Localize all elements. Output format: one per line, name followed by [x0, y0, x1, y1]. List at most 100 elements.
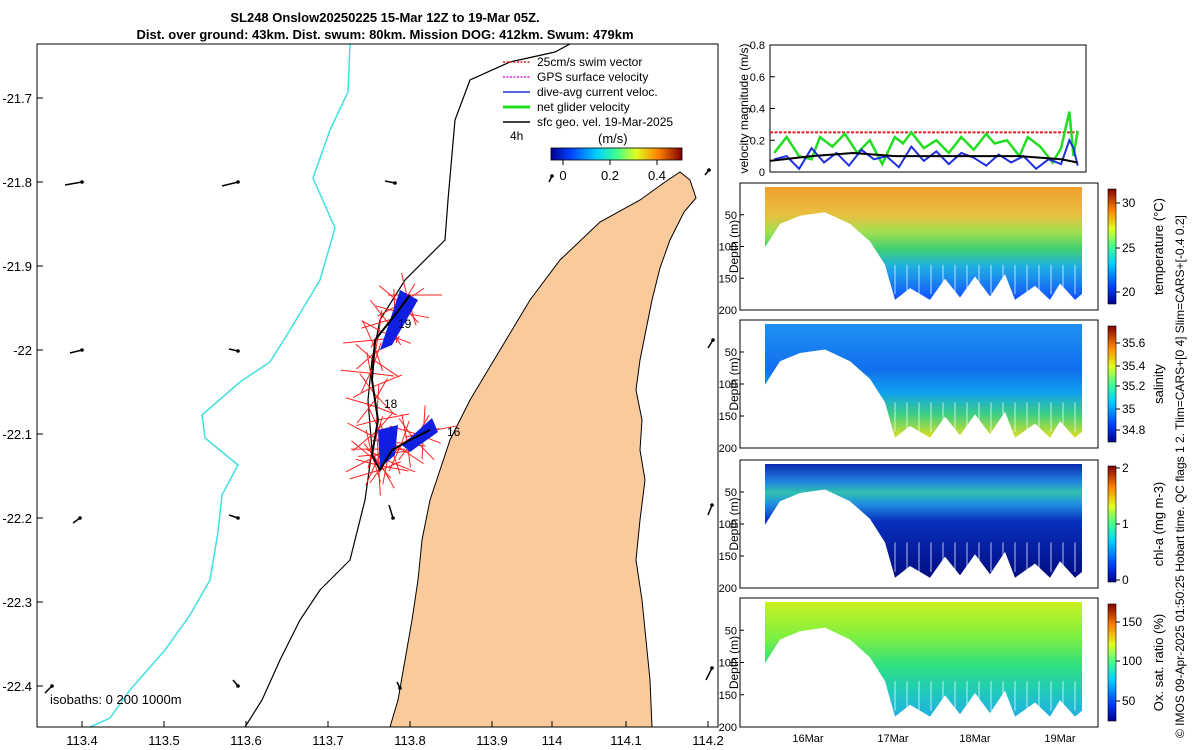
- swim-vector-line: [374, 346, 384, 371]
- swim-vector-line: [355, 458, 378, 466]
- profile-colorbar-tick-label: 35.6: [1122, 336, 1146, 350]
- profile-xtick-label: 19Mar: [1044, 733, 1076, 745]
- lon-tick-label: 113.7: [312, 733, 344, 748]
- profile-colorbar-tick-label: 0: [1122, 573, 1129, 587]
- profile-ytick-label: 50: [725, 210, 737, 222]
- swim-vector-line: [347, 422, 376, 438]
- swim-vector-line: [381, 466, 395, 489]
- velocity-ytick-label: 0.4: [750, 104, 765, 116]
- profile-ytick-label: 200: [719, 443, 737, 455]
- day-label: 19: [398, 317, 412, 331]
- profile-colorbar-tick-label: 35: [1122, 402, 1136, 416]
- lon-tick-label: 113.5: [148, 733, 180, 748]
- profile-ytick-label: 100: [719, 658, 737, 670]
- profile-xtick-label: 16Mar: [792, 733, 824, 745]
- profile-colorbar: [1107, 325, 1117, 443]
- geo-vector-head: [391, 516, 395, 520]
- profile-ytick-label: 150: [719, 411, 737, 423]
- lon-tick-label: 113.9: [476, 733, 508, 748]
- profile-ytick-label: 100: [719, 519, 737, 531]
- current-vector-cluster: [380, 290, 418, 350]
- profile-ylabel: Depth (m): [727, 220, 741, 273]
- lat-tick-label: -22.3: [2, 595, 32, 610]
- velocity-ytick-label: 0.8: [750, 40, 765, 52]
- geo-vector-head: [550, 174, 554, 178]
- profile-colorbar: [1107, 188, 1117, 305]
- swim-vector-line: [372, 342, 382, 367]
- lon-tick-label: 114.2: [692, 733, 724, 748]
- isobath-200m: [89, 44, 351, 727]
- geo-vector: [705, 667, 713, 681]
- profile-ylabel: Depth (m): [727, 357, 741, 410]
- profile-colorbar-tick-label: 34.8: [1122, 423, 1146, 437]
- time-step-label: 4h: [510, 129, 523, 143]
- profile-xtick-label: 17Mar: [877, 733, 909, 745]
- swim-vector-line: [373, 359, 400, 378]
- lon-tick-label: 113.8: [394, 733, 426, 748]
- profile-colorbar-tick-label: 30: [1122, 196, 1136, 210]
- swim-vector-line: [397, 446, 424, 465]
- swim-vector-line: [377, 310, 383, 336]
- velocity-series-line: [773, 137, 1079, 171]
- colorbar-gradient: [550, 147, 683, 161]
- swim-vector-line: [352, 431, 377, 452]
- profile-colorbar-label: temperature (°C): [1151, 198, 1166, 295]
- profile-ytick-label: 100: [719, 242, 737, 254]
- geo-vector-head: [236, 684, 240, 688]
- colorbar-unit: (m/s): [598, 131, 628, 146]
- swim-vector-line: [398, 418, 414, 439]
- velocity-axes-frame: [769, 44, 1087, 173]
- swim-vector-line: [378, 467, 381, 496]
- swim-vector-line: [374, 378, 388, 401]
- legend-label: dive-avg current veloc.: [537, 85, 658, 99]
- swim-vector-line: [359, 373, 375, 394]
- isobath-1000m: [244, 44, 571, 727]
- profile-ytick-label: 50: [725, 347, 737, 359]
- current-vector-cluster: [378, 425, 398, 468]
- speed-colorbar: (m/s) 0 0.2 0.4: [550, 131, 683, 183]
- swim-vector-line: [345, 397, 377, 408]
- swim-vector-line: [365, 429, 373, 456]
- velocity-series-line: [769, 151, 1078, 164]
- profile-colorbar-tick-label: 150: [1122, 615, 1142, 629]
- lat-tick-label: -22.1: [2, 427, 32, 442]
- profile-colorbar-tick-label: 1: [1122, 517, 1129, 531]
- legend-label: sfc geo. vel. 19-Mar-2025: [537, 115, 673, 129]
- profile-ytick-label: 200: [719, 583, 737, 595]
- geo-vector-head: [80, 180, 84, 184]
- profile-ytick-label: 50: [725, 487, 737, 499]
- geo-vector-head: [707, 168, 711, 172]
- lat-tick-label: -22: [13, 343, 32, 358]
- swim-vector-line: [356, 399, 376, 424]
- profile-xtick-label: 18Mar: [959, 733, 991, 745]
- colorbar-tick-label: 0: [559, 168, 566, 183]
- profile-colorbar: [1107, 603, 1117, 722]
- profile-colorbar-label: chl-a (mg m-3): [1151, 482, 1166, 567]
- swim-vector-line: [355, 343, 374, 361]
- swim-vector-line: [372, 374, 403, 388]
- swim-vector-line: [369, 299, 389, 324]
- geo-vector-head: [398, 686, 402, 690]
- day-label: 18: [384, 397, 398, 411]
- geo-vector-head: [236, 516, 240, 520]
- map-axes-frame: [36, 43, 719, 728]
- swim-vector-line: [388, 444, 402, 472]
- swim-vector-line: [349, 469, 381, 480]
- swim-vector-line: [377, 413, 410, 421]
- lon-tick-label: 114: [542, 733, 563, 748]
- lat-tick-label: -22.4: [2, 679, 32, 694]
- day-label: 16: [447, 425, 461, 439]
- velocity-ytick-label: 0.6: [750, 72, 765, 84]
- profile-ylabel: Depth (m): [727, 497, 741, 550]
- geo-vector: [388, 504, 394, 519]
- track-line: [370, 294, 431, 473]
- swim-vector-line: [362, 320, 375, 347]
- geo-vector-head: [50, 684, 54, 688]
- profile-colorbar-tick-label: 100: [1122, 654, 1142, 668]
- velocity-series-line: [773, 111, 1079, 167]
- velocity-ylabel: velocity magnitude (m/s): [737, 43, 751, 173]
- legend-label: 25cm/s swim vector: [537, 55, 642, 69]
- lon-tick-label: 113.4: [66, 733, 98, 748]
- swim-vector-line: [373, 392, 396, 416]
